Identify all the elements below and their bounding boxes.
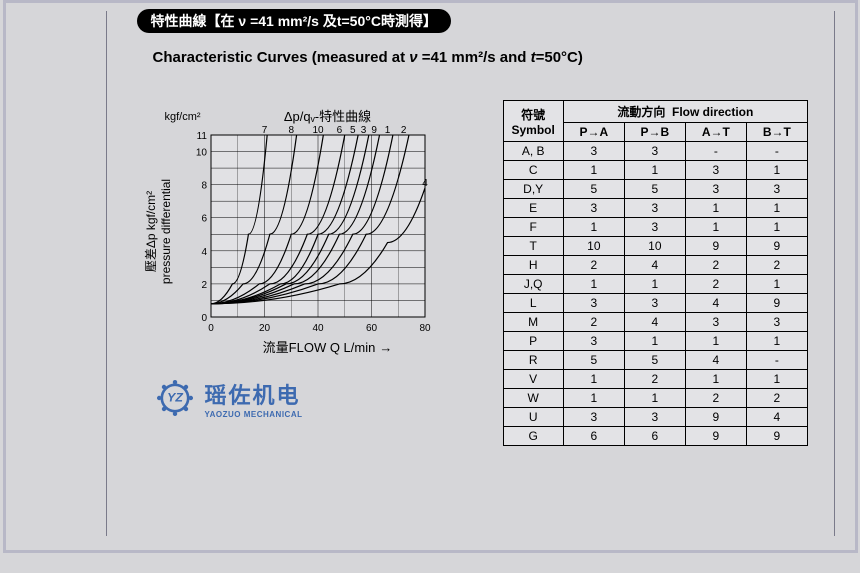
subtitle: Characteristic Curves (measured at ν =41… xyxy=(153,49,824,66)
chart-block: Δp/qᵥ-特性曲線 kgf/cm² 壓差Δp kgf/cm² pressure… xyxy=(123,106,473,420)
svg-text:2: 2 xyxy=(400,125,406,136)
svg-text:60: 60 xyxy=(365,323,377,334)
arrow-icon: → xyxy=(379,340,392,355)
y-unit-label: kgf/cm² xyxy=(165,111,201,123)
subtitle-nu: ν xyxy=(409,49,417,66)
svg-text:40: 40 xyxy=(312,323,324,334)
subtitle-part: =41 mm²/s and xyxy=(418,49,531,66)
title-pill-row: 特性曲線【在 ν =41 mm²/s 及t=50°C時測得】 xyxy=(137,9,451,33)
content-frame: 特性曲線【在 ν =41 mm²/s 及t=50°C時測得】 Character… xyxy=(106,11,835,536)
logo-en: YAOZUO MECHANICAL xyxy=(205,410,303,419)
svg-text:4: 4 xyxy=(422,178,428,189)
gear-icon: YZ xyxy=(153,376,197,420)
svg-text:8: 8 xyxy=(288,125,294,136)
svg-text:3: 3 xyxy=(360,125,366,136)
svg-text:9: 9 xyxy=(371,125,377,136)
svg-text:80: 80 xyxy=(419,323,431,334)
svg-text:5: 5 xyxy=(349,125,355,136)
x-axis-text: 流量FLOW Q L/min xyxy=(263,340,376,355)
title-pill: 特性曲線【在 ν =41 mm²/s 及t=50°C時測得】 xyxy=(137,9,451,33)
svg-text:6: 6 xyxy=(336,125,342,136)
y-axis-en: pressure differential xyxy=(159,178,173,283)
chart-title: Δp/qᵥ-特性曲線 xyxy=(183,106,473,125)
svg-text:YZ: YZ xyxy=(167,391,183,405)
logo: YZ 瑶佐机电 YAOZUO MECHANICAL xyxy=(153,376,473,420)
logo-cn: 瑶佐机电 xyxy=(205,378,303,410)
svg-text:1: 1 xyxy=(384,125,390,136)
x-axis-label: 流量FLOW Q L/min→ xyxy=(183,337,473,356)
subtitle-part: Characteristic Curves (measured at xyxy=(153,49,410,66)
subtitle-part: =50°C) xyxy=(536,49,583,66)
svg-text:20: 20 xyxy=(258,323,270,334)
y-axis-label: 壓差Δp kgf/cm² pressure differential xyxy=(105,131,210,331)
flow-direction-table: 符號Symbol流動方向 Flow directionP→AP→BA→TB→TA… xyxy=(503,100,808,446)
characteristic-chart: 02468101102040608078106539124 xyxy=(183,125,433,335)
svg-text:7: 7 xyxy=(261,125,267,136)
y-axis-cn: 壓差Δp kgf/cm² xyxy=(144,190,158,271)
svg-text:10: 10 xyxy=(312,125,324,136)
